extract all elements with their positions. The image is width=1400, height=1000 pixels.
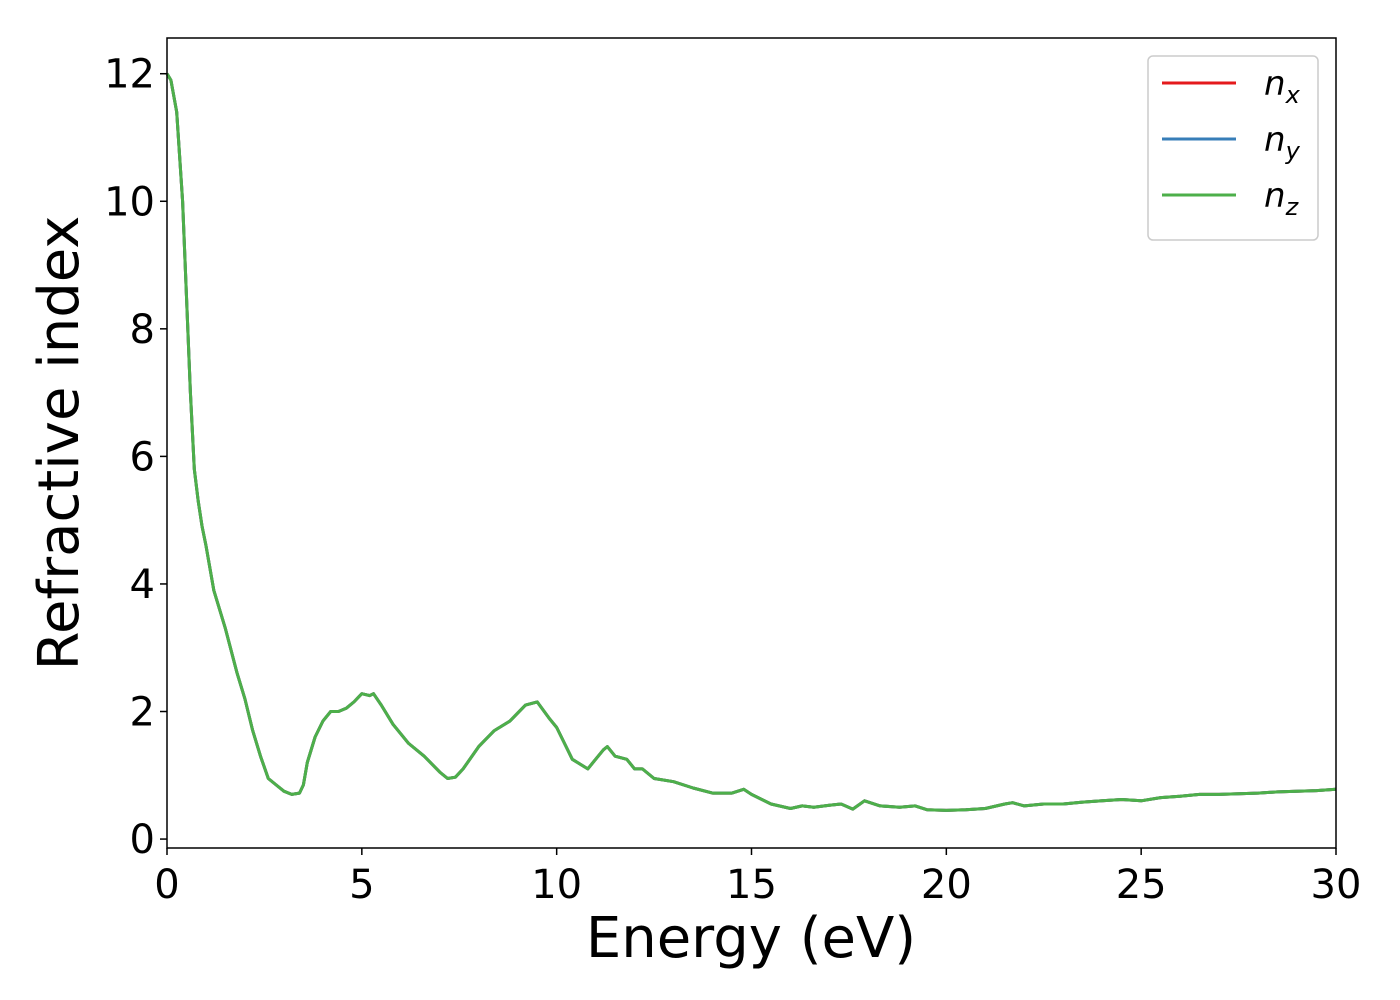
x-tick-label: 5 bbox=[349, 862, 374, 908]
x-tick-label: 30 bbox=[1311, 862, 1362, 908]
legend-label: ny bbox=[1264, 120, 1301, 165]
x-tick-label: 10 bbox=[531, 862, 582, 908]
x-tick-label: 0 bbox=[154, 862, 179, 908]
y-tick-label: 0 bbox=[130, 817, 155, 863]
x-axis-label: Energy (eV) bbox=[586, 906, 916, 971]
x-tick-label: 20 bbox=[921, 862, 972, 908]
plot-frame bbox=[166, 37, 1337, 849]
y-axis-label: Refractive index bbox=[27, 216, 92, 671]
legend-label: nx bbox=[1264, 64, 1301, 109]
y-tick-label: 8 bbox=[130, 307, 155, 353]
legend-label: nz bbox=[1264, 176, 1300, 221]
y-tick-label: 10 bbox=[104, 179, 155, 225]
y-tick-label: 4 bbox=[130, 562, 155, 608]
y-tick-label: 6 bbox=[130, 434, 155, 480]
y-tick-label: 2 bbox=[130, 690, 155, 736]
x-tick-label: 15 bbox=[726, 862, 777, 908]
y-tick-label: 12 bbox=[104, 52, 155, 98]
x-tick-label: 25 bbox=[1116, 862, 1167, 908]
series-line bbox=[165, 72, 1337, 812]
